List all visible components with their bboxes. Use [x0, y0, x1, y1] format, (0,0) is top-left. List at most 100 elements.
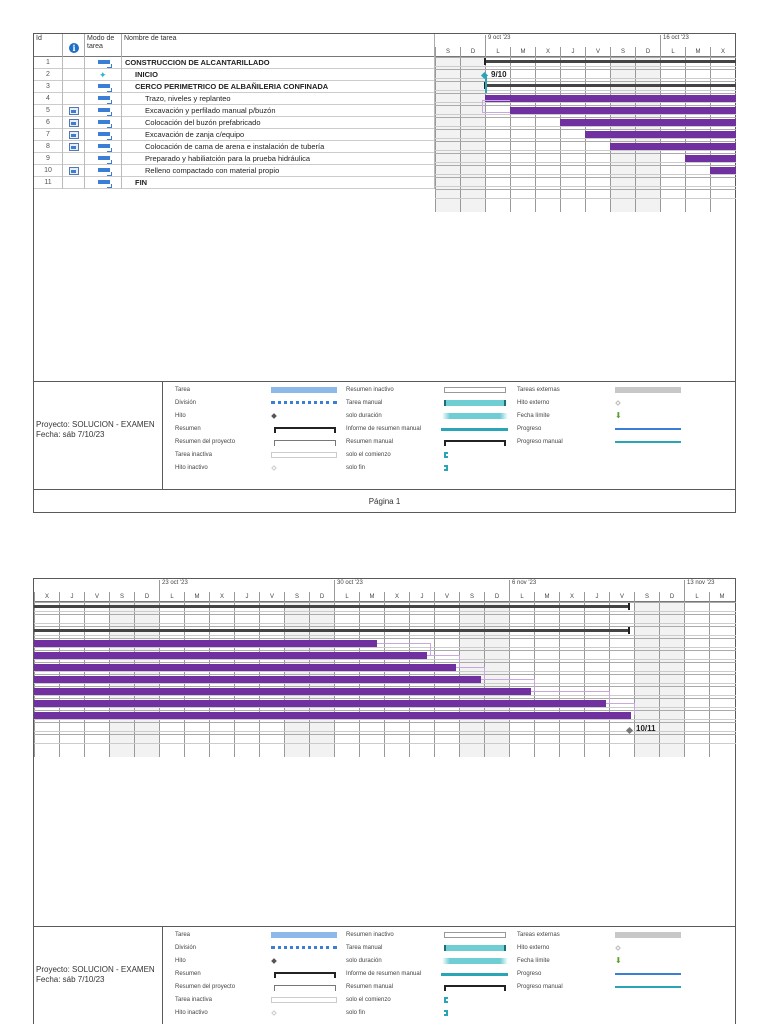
row-gridline — [435, 177, 736, 178]
summary-bar[interactable] — [34, 629, 629, 632]
legend: Proyecto: SOLUCION - EXAMEN Fecha: sáb 7… — [34, 381, 735, 489]
task-name[interactable]: FIN — [122, 177, 435, 189]
legend-manual-task-swatch — [444, 400, 506, 406]
task-bar[interactable] — [34, 652, 427, 659]
task-bar[interactable] — [560, 119, 736, 126]
task-id: 9 — [34, 153, 63, 165]
column-header-name[interactable]: Nombre de tarea — [122, 34, 435, 57]
task-bar[interactable] — [610, 143, 736, 150]
row-gridline — [34, 734, 736, 735]
task-name[interactable]: Colocación de cama de arena e instalació… — [122, 141, 435, 153]
legend-label: Resumen del proyecto — [175, 984, 236, 990]
info-icon: i — [69, 43, 79, 53]
task-name[interactable]: Trazo, niveles y replanteo — [122, 93, 435, 105]
task-name[interactable]: CERCO PERIMETRICO DE ALBAÑILERIA CONFINA… — [122, 81, 435, 93]
summary-bar[interactable] — [485, 84, 736, 87]
table-row[interactable]: 3 CERCO PERIMETRICO DE ALBAÑILERIA CONFIN… — [34, 81, 435, 93]
timescale-week-label: 23 oct '23 — [159, 580, 188, 602]
legend-task-swatch — [271, 387, 337, 393]
legend-milestone-icon — [271, 958, 277, 964]
task-bar[interactable] — [485, 95, 736, 102]
timescale-day-label: L — [485, 47, 510, 57]
row-gridline — [34, 710, 736, 711]
row-gridline — [34, 635, 736, 636]
timescale-day-label: S — [435, 47, 460, 57]
column-header-mode[interactable]: Modo de tarea — [85, 34, 122, 57]
row-gridline — [34, 647, 736, 648]
row-gridline — [435, 129, 736, 130]
day-column — [709, 602, 734, 757]
timescale-day-label: V — [434, 592, 459, 602]
task-bar[interactable] — [34, 712, 631, 719]
row-gridline — [34, 650, 736, 651]
timescale-day-label: S — [610, 47, 635, 57]
task-bar[interactable] — [34, 676, 481, 683]
calendar-icon — [69, 119, 79, 127]
task-bar[interactable] — [585, 131, 736, 138]
task-name[interactable]: Colocación del buzón prefabricado — [122, 117, 435, 129]
timescale-day-label: V — [609, 592, 634, 602]
legend-deadline-arrow-icon: ⬇ — [615, 956, 622, 965]
row-gridline — [34, 659, 736, 660]
auto-schedule-icon — [98, 84, 112, 92]
table-row[interactable]: 10 Relleno compactado con material propio — [34, 165, 435, 177]
timescale-day-label: X — [535, 47, 560, 57]
legend-manual-progress-swatch — [615, 441, 681, 443]
legend-label: Hito — [175, 958, 186, 964]
timescale-day-label: S — [284, 592, 309, 602]
table-row[interactable]: 7 Excavación de zanja c/equipo — [34, 129, 435, 141]
row-gridline — [34, 602, 736, 603]
task-bar[interactable] — [34, 688, 531, 695]
summary-bar[interactable] — [34, 605, 629, 608]
legend-finish-only-icon — [444, 1010, 448, 1016]
task-mode-cell: ✦ — [85, 69, 122, 81]
task-mode-cell — [85, 57, 122, 69]
gantt-print-page-2: 23 oct '23 30 oct '23 6 nov '23 13 nov '23 X… — [33, 578, 736, 1024]
row-gridline — [435, 57, 736, 58]
table-row[interactable]: 4 Trazo, niveles y replanteo — [34, 93, 435, 105]
table-row[interactable]: 11 FIN — [34, 177, 435, 189]
task-bar[interactable] — [34, 700, 606, 707]
legend-label: División — [175, 400, 197, 406]
column-header-id[interactable]: Id — [34, 34, 63, 57]
table-row[interactable]: 1 CONSTRUCCION DE ALCANTARILLADO — [34, 57, 435, 69]
dependency-link — [427, 655, 460, 667]
table-row[interactable]: 6 Colocación del buzón prefabricado — [34, 117, 435, 129]
indicators-cell — [63, 81, 85, 93]
legend-split-swatch — [271, 401, 337, 405]
table-row[interactable]: 8 Colocación de cama de arena e instalaci… — [34, 141, 435, 153]
row-gridline — [34, 707, 736, 708]
task-name[interactable]: Excavación de zanja c/equipo — [122, 129, 435, 141]
timescale-day-label: M — [685, 47, 710, 57]
row-gridline — [34, 611, 736, 612]
row-gridline — [435, 153, 736, 154]
table-row[interactable]: 2 ✦ INICIO — [34, 69, 435, 81]
task-name[interactable]: Excavación y perfilado manual p/buzón — [122, 105, 435, 117]
timescale-day-label: J — [560, 47, 585, 57]
task-name[interactable]: Relleno compactado con material propio — [122, 165, 435, 177]
task-name[interactable]: CONSTRUCCION DE ALCANTARILLADO — [122, 57, 435, 69]
page-footer: Página 1 — [34, 489, 735, 513]
task-bar[interactable] — [685, 155, 736, 162]
timescale-day-label: X — [384, 592, 409, 602]
task-bar[interactable] — [34, 664, 456, 671]
timescale-day-label: X — [559, 592, 584, 602]
indicators-cell — [63, 165, 85, 177]
indicators-cell — [63, 117, 85, 129]
row-gridline — [435, 117, 736, 118]
task-bar[interactable] — [710, 167, 736, 174]
task-name[interactable]: INICIO — [122, 69, 435, 81]
column-header-indicators[interactable]: i — [63, 34, 85, 57]
task-name[interactable]: Preparado y habiliatción para la prueba … — [122, 153, 435, 165]
milestone-date-label: 9/10 — [491, 70, 507, 79]
task-bar[interactable] — [34, 640, 377, 647]
summary-bar[interactable] — [485, 60, 736, 63]
indicators-cell — [63, 129, 85, 141]
auto-schedule-icon — [98, 132, 112, 140]
task-bar[interactable] — [510, 107, 736, 114]
gantt-print-page-1: Id i Modo de tarea Nombre de tarea 9 oct… — [33, 33, 736, 513]
table-row[interactable]: 9 Preparado y habiliatción para la prueba… — [34, 153, 435, 165]
day-column — [584, 602, 609, 757]
row-gridline — [435, 69, 736, 70]
table-row[interactable]: 5 Excavación y perfilado manual p/buzón — [34, 105, 435, 117]
